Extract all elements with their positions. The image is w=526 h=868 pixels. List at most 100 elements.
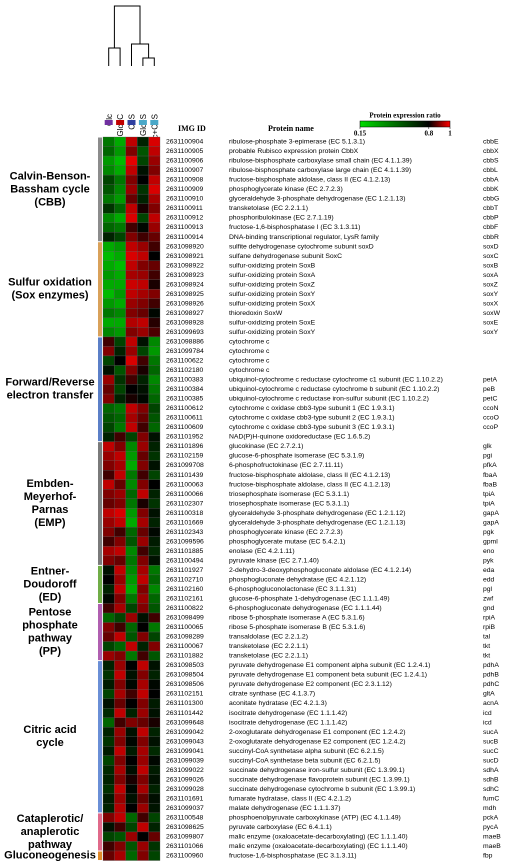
img-id: 2631100910 [166, 196, 204, 203]
heatmap-cell [114, 793, 126, 804]
protein-name: phosphoribulokinase (EC 2.7.1.19) [229, 215, 334, 222]
heatmap-cell [148, 470, 161, 480]
heatmap-cell [137, 508, 149, 518]
gene-name: soxE [483, 319, 499, 326]
gene-name: mdh [483, 805, 496, 812]
heatmap-cell [137, 850, 149, 861]
img-id: 2631102180 [166, 367, 204, 374]
heatmap-cell [125, 841, 138, 852]
heatmap-cell [114, 327, 126, 338]
gene-name: fbp [483, 853, 493, 860]
colorbar-tick-label: 0.8 [424, 130, 433, 138]
heatmap-cell [102, 517, 115, 528]
gene-name: peB [483, 386, 496, 393]
gene-name: pdhA [483, 662, 499, 669]
heatmap-cell [102, 441, 115, 452]
heatmap-cell [114, 774, 126, 785]
group-bar [98, 565, 102, 603]
heatmap-cell [148, 403, 161, 414]
gene-name: petA [483, 377, 497, 384]
heatmap-cell [102, 746, 115, 756]
heatmap-cell [137, 355, 149, 366]
group-label: cycle [36, 737, 64, 749]
heatmap-cell [148, 355, 161, 366]
heatmap-cell [137, 393, 149, 404]
img-id: 2631100609 [166, 424, 204, 431]
heatmap-cell [148, 746, 161, 756]
heatmap-cell [114, 517, 126, 528]
heatmap-cell [137, 308, 149, 319]
group-bar [98, 137, 102, 242]
heatmap-cell [125, 431, 138, 442]
heatmap-cell [114, 355, 126, 366]
heatmap-cell [148, 365, 161, 376]
heatmap-cell [102, 536, 115, 547]
heatmap-cell [125, 669, 138, 680]
heatmap-cell [137, 812, 149, 823]
img-id: 2631100822 [166, 605, 204, 612]
heatmap-cell [125, 279, 138, 290]
img-id: 2631102307 [166, 500, 204, 507]
heatmap-cell [137, 641, 149, 652]
heatmap-cell [114, 165, 126, 176]
heatmap-cell [125, 831, 138, 842]
img-id: 2631098503 [166, 662, 204, 669]
protein-name: sulfite dehydrogenase cytochrome subunit… [229, 243, 374, 250]
heatmap-cell [137, 650, 149, 661]
column-label: Glc+C [116, 114, 125, 137]
group-label: (Sox enzymes) [11, 290, 88, 302]
heatmap-cell [137, 384, 149, 395]
column-color [116, 120, 125, 125]
heatmap-cell [102, 460, 115, 471]
heatmap-cell [102, 736, 115, 747]
heatmap-cell [137, 431, 149, 442]
heatmap-cell [102, 251, 115, 261]
heatmap-cell [102, 669, 115, 680]
heatmap-cell [102, 203, 115, 214]
heatmap-cell [148, 784, 161, 795]
heatmap-cell [125, 327, 138, 338]
heatmap-cell [125, 308, 138, 319]
protein-name: sulfane dehydrogenase subunit SoxC [229, 253, 342, 260]
protein-name: pyruvate kinase (EC 2.7.1.40) [229, 557, 319, 564]
protein-name: citrate synthase (EC 4.1.3.7) [229, 691, 315, 698]
heatmap-cell [102, 136, 115, 147]
heatmap-cell [102, 184, 115, 195]
heatmap-cell [114, 298, 126, 309]
protein-name: triosephosphate isomerase (EC 5.3.1.1) [229, 491, 349, 498]
heatmap-cell [137, 717, 149, 728]
heatmap-cell [137, 317, 149, 328]
gene-name: glk [483, 443, 492, 450]
heatmap-cell [148, 565, 161, 576]
heatmap-cell [148, 222, 161, 233]
heatmap-cell [114, 184, 126, 195]
heatmap-cell [148, 584, 161, 595]
protein-name: succinate dehydrogenase flavoprotein sub… [229, 776, 410, 783]
gene-name: pfkA [483, 462, 497, 469]
protein-name: pyruvate dehydrogenase E2 component (EC … [229, 681, 392, 688]
gene-name: cbbL [483, 167, 498, 174]
heatmap-cell [137, 831, 149, 842]
heatmap-cell [102, 631, 115, 642]
protein-name: phosphoglycerate kinase (EC 2.7.2.3) [229, 186, 343, 193]
dendrogram [108, 5, 155, 66]
heatmap-cell [148, 346, 161, 357]
img-id: 2631099807 [166, 834, 204, 841]
heatmap-cell [102, 241, 115, 252]
protein-name: sulfur-oxidizing protein SoxA [229, 272, 316, 279]
heatmap-cell [102, 822, 115, 833]
heatmap-cell [114, 746, 126, 756]
img-id: 2631099648 [166, 719, 204, 726]
heatmap-cell [137, 793, 149, 804]
heatmap-cell [114, 555, 126, 566]
group-label: (ED) [39, 591, 62, 603]
protein-name: glyceraldehyde 3-phosphate dehydrogenase… [229, 196, 405, 203]
gene-name: ccoN [483, 405, 499, 412]
img-id: 2631099026 [166, 776, 204, 783]
heatmap-cell [137, 241, 149, 252]
heatmap-cell [125, 612, 138, 623]
column-color [104, 120, 113, 125]
heatmap-cell [114, 155, 126, 166]
heatmap-cell [137, 755, 149, 766]
heatmap-cell [102, 213, 115, 223]
